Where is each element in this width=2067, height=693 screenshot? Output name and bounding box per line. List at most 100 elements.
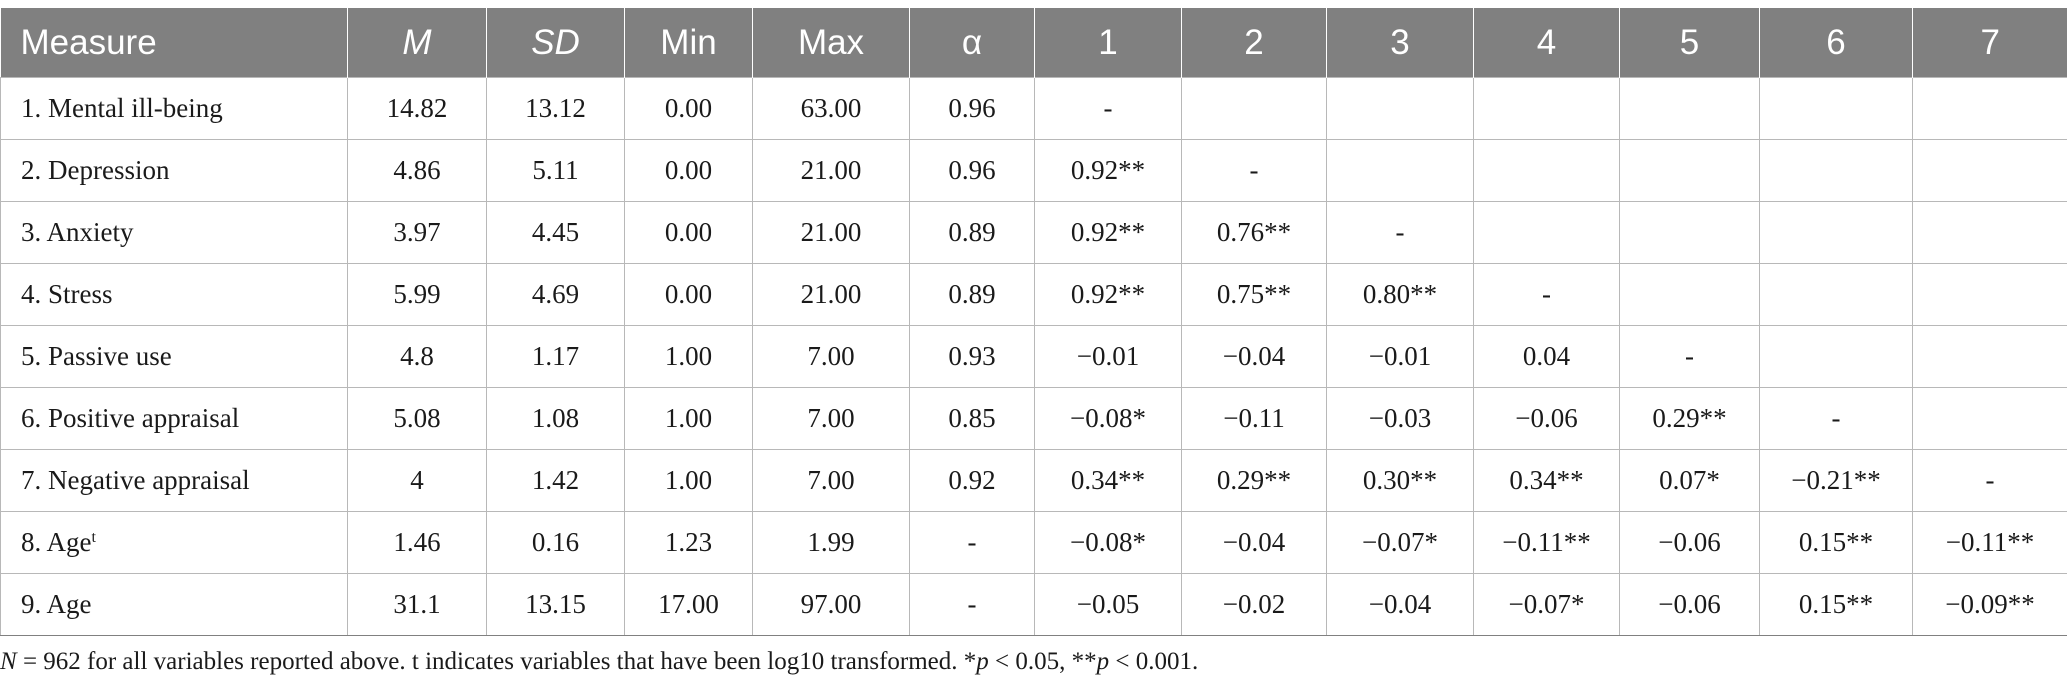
value-cell: 0.04	[1473, 325, 1620, 388]
value-cell: −0.05	[1034, 573, 1182, 636]
value-cell: -	[1619, 325, 1760, 388]
value-cell: -	[1759, 387, 1913, 450]
value-cell: −0.04	[1181, 511, 1327, 574]
value-cell: 0.93	[909, 325, 1035, 388]
value-cell	[1473, 77, 1620, 140]
value-cell	[1759, 139, 1913, 202]
measure-cell: 6. Positive appraisal	[0, 387, 348, 450]
measure-cell: 8. Aget	[0, 511, 348, 574]
value-cell: −0.04	[1181, 325, 1327, 388]
value-cell: 0.00	[624, 139, 753, 202]
header-mean: M	[347, 8, 487, 78]
footnote-n-symbol: N	[0, 648, 17, 675]
value-cell: 0.75**	[1181, 263, 1327, 326]
value-cell: 0.92**	[1034, 201, 1182, 264]
value-cell: 0.80**	[1326, 263, 1474, 326]
header-col-2: 2	[1181, 8, 1327, 78]
measure-cell: 2. Depression	[0, 139, 348, 202]
value-cell	[1473, 139, 1620, 202]
value-cell: −0.07*	[1326, 511, 1474, 574]
value-cell: 0.00	[624, 201, 753, 264]
measure-cell: 7. Negative appraisal	[0, 449, 348, 512]
measure-cell: 1. Mental ill-being	[0, 77, 348, 140]
value-cell: −0.08*	[1034, 511, 1182, 574]
value-cell: 0.85	[909, 387, 1035, 450]
measure-label: 2. Depression	[21, 155, 170, 185]
header-measure: Measure	[0, 8, 348, 78]
value-cell: 1.17	[486, 325, 625, 388]
value-cell: 0.15**	[1759, 573, 1913, 636]
value-cell: 0.92	[909, 449, 1035, 512]
table-row: 6. Positive appraisal 5.08 1.08 1.00 7.00 0.8…	[0, 387, 2067, 450]
value-cell: 21.00	[752, 201, 910, 264]
value-cell: 0.34**	[1034, 449, 1182, 512]
measure-label: 7. Negative appraisal	[21, 465, 250, 495]
header-col-5: 5	[1619, 8, 1760, 78]
value-cell: -	[1034, 77, 1182, 140]
table-row: 1. Mental ill-being 14.82 13.12 0.00 63.00 0.…	[0, 77, 2067, 140]
value-cell	[1912, 387, 2067, 450]
value-cell: 1.42	[486, 449, 625, 512]
footnote-p-symbol-2: p	[1096, 648, 1110, 675]
header-max: Max	[752, 8, 910, 78]
measure-label: 1. Mental ill-being	[21, 93, 223, 123]
value-cell: 0.96	[909, 139, 1035, 202]
table-row: 8. Aget 1.46 0.16 1.23 1.99- −0.08* −0.04 −0.07…	[0, 511, 2067, 574]
measure-label: 8. Age	[21, 527, 92, 557]
value-cell: 0.00	[624, 263, 753, 326]
table-row: 4. Stress 5.99 4.69 0.00 21.00 0.89 0.92** 0.75…	[0, 263, 2067, 326]
value-cell: 5.99	[347, 263, 487, 326]
header-alpha: α	[909, 8, 1035, 78]
value-cell: 21.00	[752, 263, 910, 326]
measure-cell: 9. Age	[0, 573, 348, 636]
header-col-4: 4	[1473, 8, 1620, 78]
value-cell: 0.92**	[1034, 263, 1182, 326]
value-cell: 0.92**	[1034, 139, 1182, 202]
header-col-6: 6	[1759, 8, 1913, 78]
value-cell: 0.34**	[1473, 449, 1620, 512]
header-col-1: 1	[1034, 8, 1182, 78]
header-sd: SD	[486, 8, 625, 78]
measure-label: 6. Positive appraisal	[21, 403, 240, 433]
value-cell: −0.06	[1619, 511, 1760, 574]
value-cell: 21.00	[752, 139, 910, 202]
value-cell: 0.29**	[1181, 449, 1327, 512]
value-cell: 3.97	[347, 201, 487, 264]
value-cell: −0.08*	[1034, 387, 1182, 450]
value-cell: −0.03	[1326, 387, 1474, 450]
value-cell: -	[909, 573, 1035, 636]
value-cell: −0.06	[1619, 573, 1760, 636]
value-cell: −0.02	[1181, 573, 1327, 636]
value-cell: 0.89	[909, 263, 1035, 326]
value-cell	[1912, 325, 2067, 388]
value-cell: 5.11	[486, 139, 625, 202]
value-cell: 0.16	[486, 511, 625, 574]
value-cell: 4.69	[486, 263, 625, 326]
footnote-text-1: = 962 for all variables reported above. …	[16, 648, 977, 675]
value-cell: 0.15**	[1759, 511, 1913, 574]
table-body: 1. Mental ill-being 14.82 13.12 0.00 63.00 0.…	[0, 77, 2067, 636]
measure-label: 9. Age	[21, 589, 92, 619]
value-cell: 31.1	[347, 573, 487, 636]
value-cell: 1.08	[486, 387, 625, 450]
value-cell: 7.00	[752, 387, 910, 450]
value-cell: 14.82	[347, 77, 487, 140]
value-cell: 1.00	[624, 449, 753, 512]
value-cell: -	[1181, 139, 1327, 202]
value-cell: -	[1912, 449, 2067, 512]
value-cell: −0.01	[1034, 325, 1182, 388]
value-cell: 0.96	[909, 77, 1035, 140]
value-cell: 7.00	[752, 325, 910, 388]
table-row: 3. Anxiety 3.97 4.45 0.00 21.00 0.89 0.92** 0.7…	[0, 201, 2067, 264]
value-cell	[1912, 139, 2067, 202]
measure-cell: 4. Stress	[0, 263, 348, 326]
measure-label: 4. Stress	[21, 279, 113, 309]
value-cell: −0.07*	[1473, 573, 1620, 636]
value-cell	[1619, 139, 1760, 202]
value-cell	[1326, 77, 1474, 140]
value-cell: 0.00	[624, 77, 753, 140]
footnote-p-symbol-1: p	[976, 648, 989, 675]
value-cell: -	[909, 511, 1035, 574]
value-cell	[1619, 77, 1760, 140]
value-cell: 13.15	[486, 573, 625, 636]
